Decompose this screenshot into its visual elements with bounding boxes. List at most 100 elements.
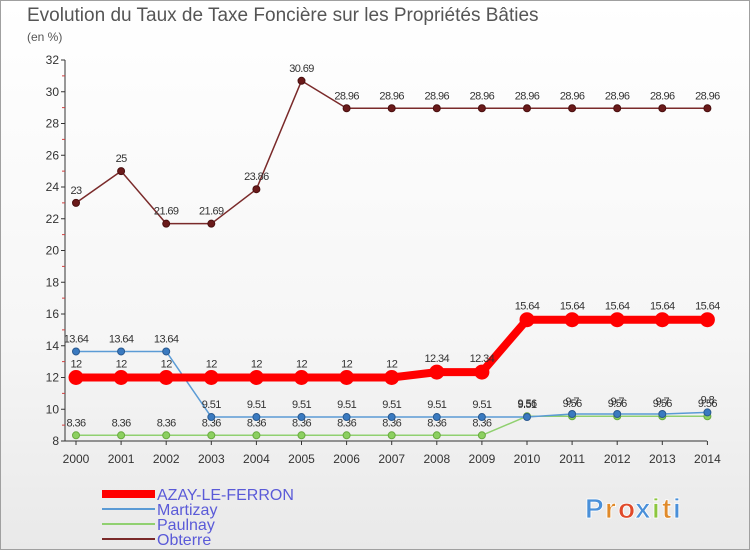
data-point-martizay	[568, 410, 577, 419]
data-label-obterre: 28.96	[650, 90, 675, 102]
logo-letter: i	[652, 493, 660, 524]
data-point-azay-le-ferron	[699, 312, 715, 328]
data-point-obterre	[72, 198, 80, 207]
data-label-azay-le-ferron: 15.64	[605, 301, 630, 313]
data-label-azay-le-ferron: 12	[70, 359, 82, 371]
y-tick-label: 24	[46, 180, 60, 194]
data-point-paulnay	[252, 431, 261, 440]
y-tick-label: 14	[46, 339, 60, 353]
data-label-obterre: 28.96	[470, 90, 495, 102]
data-point-obterre	[568, 104, 577, 113]
data-point-azay-le-ferron	[474, 364, 490, 380]
data-label-martizay: 9.51	[427, 399, 446, 411]
x-tick-label: 2001	[108, 452, 135, 466]
data-point-obterre	[658, 104, 667, 113]
data-point-azay-le-ferron	[68, 370, 84, 385]
data-label-azay-le-ferron: 12	[386, 359, 398, 371]
data-point-martizay	[387, 413, 396, 422]
data-label-martizay: 9.51	[247, 399, 266, 411]
data-point-obterre	[703, 104, 712, 113]
data-label-azay-le-ferron: 12	[161, 359, 173, 371]
data-label-azay-le-ferron: 12	[251, 359, 263, 371]
data-label-martizay: 9.8	[701, 394, 715, 406]
data-point-obterre	[432, 104, 441, 113]
data-point-azay-le-ferron	[519, 312, 535, 328]
data-label-obterre: 28.96	[334, 90, 359, 102]
y-tick-label: 30	[46, 85, 60, 99]
data-point-obterre	[297, 76, 306, 85]
logo-letter: o	[618, 493, 635, 524]
data-label-obterre: 28.96	[379, 90, 404, 102]
data-label-azay-le-ferron: 15.64	[560, 301, 585, 313]
data-point-paulnay	[342, 431, 351, 440]
data-label-martizay: 9.7	[610, 396, 624, 408]
data-label-azay-le-ferron: 12	[206, 359, 218, 371]
data-label-martizay: 13.64	[154, 333, 179, 345]
data-label-obterre: 30.69	[289, 63, 314, 75]
data-point-paulnay	[297, 431, 306, 440]
data-label-obterre: 28.96	[560, 90, 585, 102]
data-point-obterre	[342, 104, 351, 113]
data-label-azay-le-ferron: 12	[296, 359, 308, 371]
chart-subtitle: (en %)	[27, 30, 63, 44]
x-tick-label: 2011	[559, 452, 585, 466]
data-point-paulnay	[72, 431, 80, 440]
data-point-azay-le-ferron	[609, 312, 625, 328]
logo-letter: t	[662, 493, 671, 524]
x-tick-label: 2005	[288, 452, 315, 466]
data-point-martizay	[207, 413, 216, 422]
data-label-paulnay: 8.36	[292, 417, 311, 429]
data-point-paulnay	[432, 431, 441, 440]
data-point-martizay	[477, 413, 486, 422]
data-point-paulnay	[387, 431, 396, 440]
data-point-azay-le-ferron	[429, 364, 445, 380]
data-label-paulnay: 8.36	[472, 417, 491, 429]
data-point-azay-le-ferron	[158, 370, 174, 385]
data-label-paulnay: 8.36	[247, 417, 266, 429]
data-label-paulnay: 8.36	[337, 417, 356, 429]
data-point-paulnay	[207, 431, 216, 440]
y-tick-label: 12	[46, 371, 60, 385]
data-point-martizay	[432, 413, 441, 422]
y-tick-label: 18	[46, 275, 60, 289]
data-label-martizay: 9.7	[656, 396, 670, 408]
legend-label-obterre: Obterre	[157, 532, 211, 549]
legend-label-paulnay: Paulnay	[157, 517, 215, 534]
data-label-paulnay: 9.56	[563, 398, 582, 410]
data-label-paulnay: 8.36	[382, 417, 401, 429]
data-point-paulnay	[477, 431, 486, 440]
legend-label-martizay: Martizay	[157, 502, 217, 519]
data-label-martizay: 9.51	[292, 399, 311, 411]
y-tick-label: 20	[46, 244, 60, 258]
data-point-martizay	[72, 347, 80, 356]
data-label-paulnay: 8.36	[112, 417, 131, 429]
data-label-obterre: 28.96	[515, 90, 540, 102]
data-point-azay-le-ferron	[339, 370, 355, 385]
data-point-martizay	[342, 413, 351, 422]
data-point-obterre	[387, 104, 396, 113]
data-label-azay-le-ferron: 12.34	[470, 353, 495, 365]
data-label-martizay: 9.51	[472, 399, 491, 411]
data-point-obterre	[162, 219, 171, 228]
data-label-azay-le-ferron: 15.64	[695, 301, 720, 313]
logo-letter: i	[673, 493, 681, 524]
data-label-martizay: 9.51	[382, 399, 401, 411]
data-label-paulnay: 8.36	[157, 417, 176, 429]
y-tick-label: 26	[46, 148, 60, 162]
data-label-obterre: 23	[70, 185, 82, 197]
y-tick-label: 16	[46, 307, 60, 321]
data-point-azay-le-ferron	[203, 370, 219, 385]
data-point-azay-le-ferron	[113, 370, 129, 385]
data-point-martizay	[703, 408, 712, 417]
data-label-paulnay: 8.36	[66, 417, 85, 429]
x-tick-label: 2014	[694, 452, 721, 466]
y-tick-label: 8	[52, 434, 59, 448]
data-point-martizay	[613, 410, 622, 419]
data-label-azay-le-ferron: 12	[341, 359, 353, 371]
data-label-martizay: 9.51	[337, 399, 356, 411]
data-label-azay-le-ferron: 15.64	[650, 301, 675, 313]
data-label-obterre: 28.96	[425, 90, 450, 102]
data-point-obterre	[207, 219, 216, 228]
y-tick-label: 22	[46, 212, 60, 226]
